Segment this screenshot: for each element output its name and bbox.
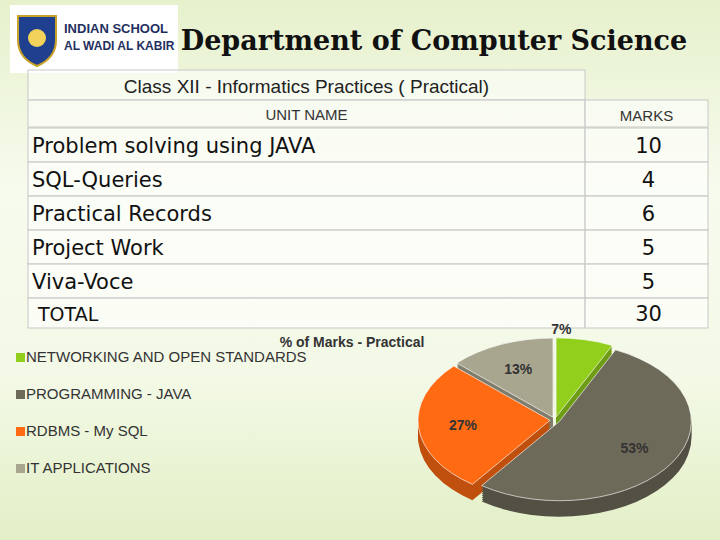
unit-marks: 5 [642,236,655,260]
table-cell [585,196,708,230]
table-cell [28,100,585,127]
data-label: 53% [621,440,650,456]
slide: INDIAN SCHOOL AL WADI AL KABIR Department … [0,0,720,540]
table: Class XII - Informatics Practices ( Prac… [28,70,708,328]
data-label: 7% [551,321,572,337]
logo-box [10,5,178,73]
column-header: UNIT NAME [265,106,347,123]
table-cell [28,230,585,264]
column-header: MARKS [620,107,673,124]
table-cell [28,196,585,230]
slice [457,338,553,417]
table-cell [585,298,708,328]
table-cell [28,70,585,100]
table-cell [585,162,708,196]
data-label: 27% [449,417,478,433]
logo-text: INDIAN SCHOOL [64,21,168,36]
legend-swatch [16,464,25,473]
logo-emblem [28,29,46,47]
total-label: TOTAL [37,303,99,325]
pie-chart: % of Marks - Practical7%53%27%13% [280,321,692,516]
legend-entry: IT APPLICATIONS [26,459,150,476]
logo-crest [18,16,56,66]
unit-name: Viva-Voce [32,270,133,294]
table-cell [28,128,585,162]
data-label: 13% [504,361,533,377]
legend-entry: NETWORKING AND OPEN STANDARDS [26,348,307,365]
table-cell [585,264,708,298]
unit-marks: 5 [642,270,655,294]
legend-swatch [16,390,25,399]
legend-entry: RDBMS - My SQL [26,422,148,439]
unit-name: Practical Records [32,202,212,226]
table-cell [28,264,585,298]
table-cell [585,100,708,127]
legend-swatch [16,353,25,362]
table-cell [28,162,585,196]
unit-name: Problem solving using JAVA [32,134,316,158]
table-cell [585,230,708,264]
table-cell [28,298,585,328]
unit-marks: 4 [642,168,655,192]
table-cell [585,128,708,162]
logo-text: AL WADI AL KABIR [64,39,175,53]
unit-name: Project Work [32,236,165,260]
table-caption: Class XII - Informatics Practices ( Prac… [124,76,489,97]
unit-marks: 10 [635,134,662,158]
slices [418,338,691,517]
legend-swatch [16,427,25,436]
legend-entry: PROGRAMMING - JAVA [26,385,191,402]
unit-marks: 6 [642,202,655,226]
title: Department of Computer Science [181,25,687,56]
logo: INDIAN SCHOOL AL WADI AL KABIR [10,5,178,73]
legend: NETWORKING AND OPEN STANDARDS PROGRAMMING… [16,348,307,476]
unit-name: SQL-Queries [32,168,163,192]
total-marks: 30 [635,302,662,326]
